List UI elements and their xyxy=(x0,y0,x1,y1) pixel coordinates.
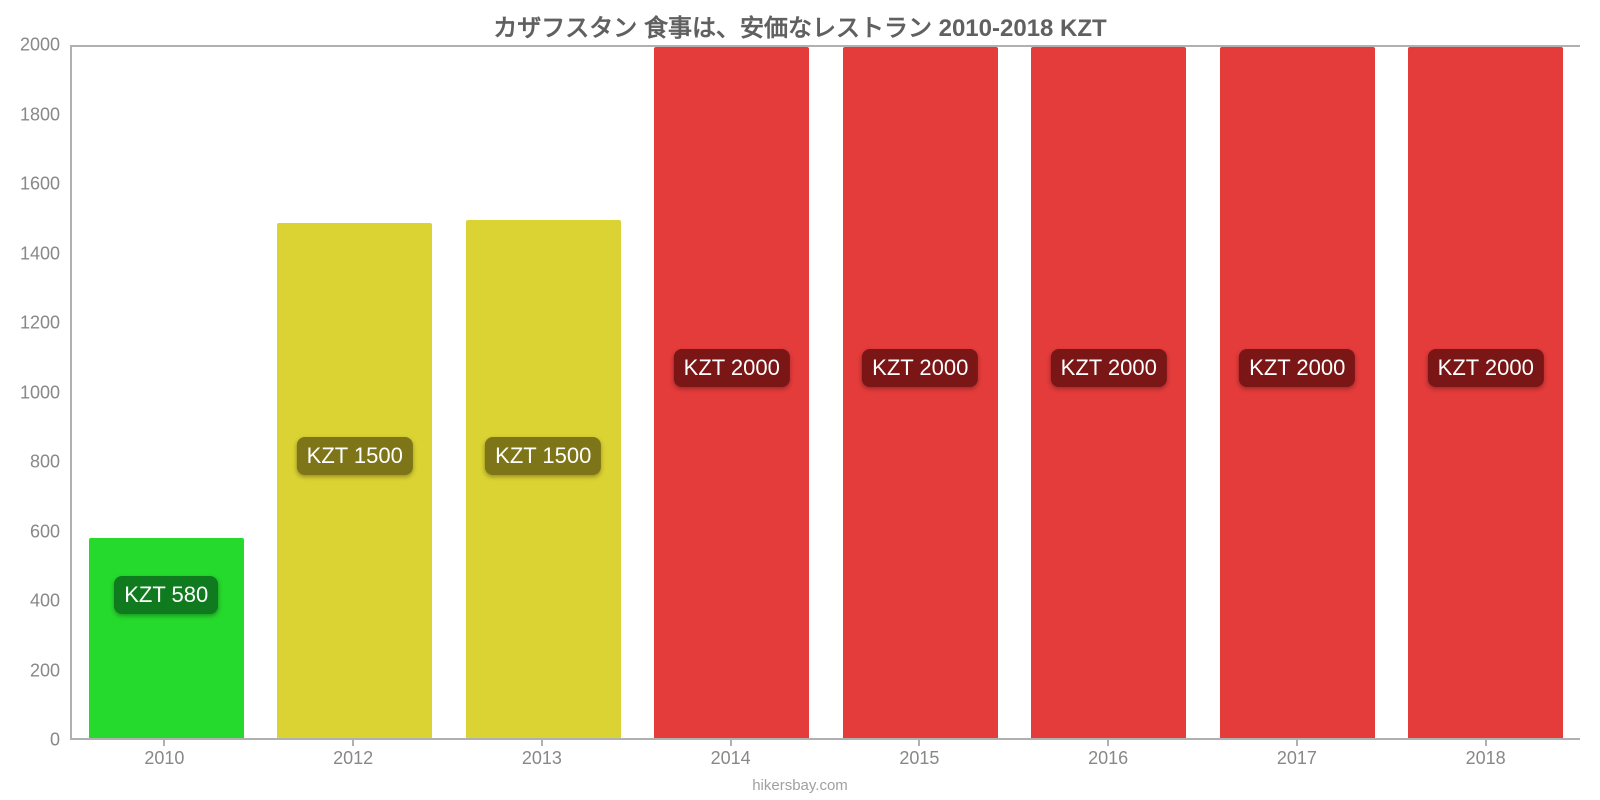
x-tick-text: 2015 xyxy=(899,748,939,768)
bar-value-badge: KZT 2000 xyxy=(674,349,790,387)
bar: KZT 580 xyxy=(89,538,244,738)
y-tick-label: 1400 xyxy=(20,243,60,264)
bar-slot: KZT 2000 xyxy=(1203,47,1392,738)
bars-group: KZT 580 KZT 1500 KZT 1500 KZT 2000 KZT 2000 K… xyxy=(72,47,1580,738)
bar: KZT 2000 xyxy=(654,47,809,738)
y-tick-label: 2000 xyxy=(20,35,60,56)
x-tick-text: 2016 xyxy=(1088,748,1128,768)
y-tick-label: 400 xyxy=(30,591,60,612)
bar-slot: KZT 2000 xyxy=(1392,47,1581,738)
bar: KZT 2000 xyxy=(843,47,998,738)
bar-slot: KZT 1500 xyxy=(261,47,450,738)
bar-slot: KZT 2000 xyxy=(1015,47,1204,738)
bar-value-badge: KZT 2000 xyxy=(1428,349,1544,387)
bar-slot: KZT 2000 xyxy=(826,47,1015,738)
plot-area: KZT 580 KZT 1500 KZT 1500 KZT 2000 KZT 2000 K… xyxy=(70,45,1580,740)
y-tick-label: 1000 xyxy=(20,382,60,403)
x-tick-text: 2010 xyxy=(144,748,184,768)
bar-value-badge: KZT 1500 xyxy=(297,437,413,475)
chart-container: カザフスタン 食事は、安価なレストラン 2010-2018 KZT 0 200 40… xyxy=(0,0,1600,800)
x-tick-mark xyxy=(918,738,920,746)
x-tick-mark xyxy=(352,738,354,746)
chart-footer: hikersbay.com xyxy=(0,777,1600,794)
bar: KZT 1500 xyxy=(466,220,621,738)
y-tick-label: 1800 xyxy=(20,104,60,125)
bar-slot: KZT 1500 xyxy=(449,47,638,738)
y-tick-label: 1200 xyxy=(20,313,60,334)
x-tick-mark xyxy=(1296,738,1298,746)
bar-value-badge: KZT 2000 xyxy=(1051,349,1167,387)
bar: KZT 2000 xyxy=(1408,47,1563,738)
y-tick-label: 200 xyxy=(30,660,60,681)
bar: KZT 2000 xyxy=(1220,47,1375,738)
bar-slot: KZT 580 xyxy=(72,47,261,738)
x-tick-text: 2018 xyxy=(1466,748,1506,768)
x-tick-mark xyxy=(163,738,165,746)
chart-title: カザフスタン 食事は、安価なレストラン 2010-2018 KZT xyxy=(0,8,1600,43)
x-tick-mark xyxy=(541,738,543,746)
x-tick-mark xyxy=(1107,738,1109,746)
y-tick-label: 600 xyxy=(30,521,60,542)
bar-value-badge: KZT 2000 xyxy=(1239,349,1355,387)
bar-value-badge: KZT 2000 xyxy=(862,349,978,387)
x-tick-text: 2013 xyxy=(522,748,562,768)
x-tick-mark xyxy=(730,738,732,746)
x-tick-text: 2014 xyxy=(711,748,751,768)
bar: KZT 1500 xyxy=(277,223,432,738)
x-tick-mark xyxy=(1485,738,1487,746)
bar-value-badge: KZT 1500 xyxy=(485,437,601,475)
bar: KZT 2000 xyxy=(1031,47,1186,738)
y-tick-label: 1600 xyxy=(20,174,60,195)
y-tick-label: 0 xyxy=(50,730,60,751)
bar-slot: KZT 2000 xyxy=(638,47,827,738)
x-tick-text: 2017 xyxy=(1277,748,1317,768)
y-tick-label: 800 xyxy=(30,452,60,473)
bar-value-badge: KZT 580 xyxy=(114,576,218,614)
x-tick-text: 2012 xyxy=(333,748,373,768)
y-axis: 0200400600800100012001400160018002000 xyxy=(0,45,70,740)
